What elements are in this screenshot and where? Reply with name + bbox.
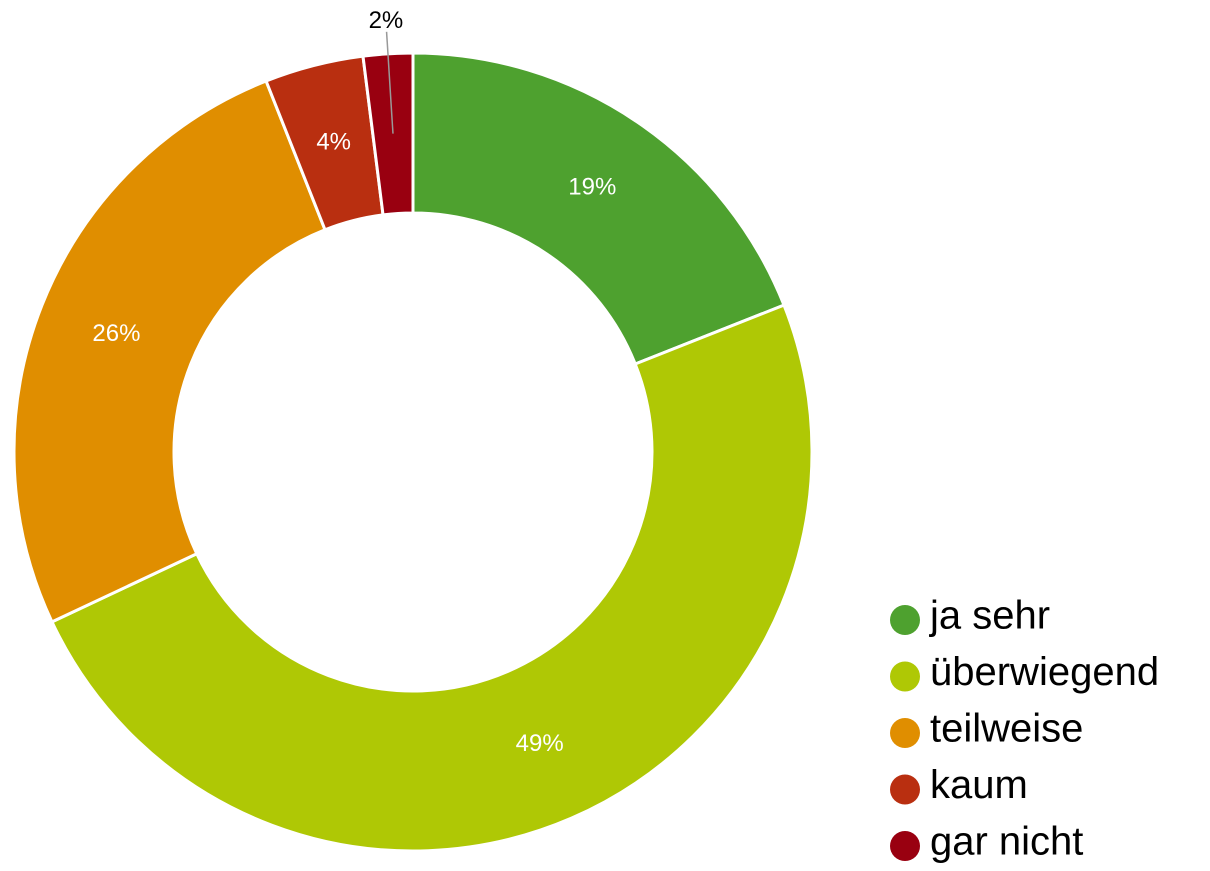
legend-text: ja sehr bbox=[929, 594, 1050, 638]
donut-slice bbox=[361, 51, 415, 217]
legend-marker bbox=[890, 831, 920, 861]
legend-marker bbox=[890, 661, 920, 692]
slice-label: 49% bbox=[516, 730, 564, 757]
donut-slice bbox=[12, 79, 327, 624]
legend-text: teilweise bbox=[930, 707, 1083, 751]
donut-slice bbox=[411, 51, 786, 366]
legend-marker bbox=[890, 718, 920, 748]
donut-slice bbox=[49, 303, 814, 853]
legend-text: überwiegend bbox=[930, 650, 1159, 694]
slice-label: 4% bbox=[316, 128, 351, 155]
legend-text: kaum bbox=[930, 763, 1028, 807]
legend-marker bbox=[890, 605, 920, 635]
leader-line bbox=[385, 31, 394, 134]
slice-label: 2% bbox=[369, 7, 404, 34]
legend-marker bbox=[890, 774, 920, 805]
slice-label: 26% bbox=[92, 320, 140, 347]
slice-label: 19% bbox=[568, 174, 616, 201]
legend-text: gar nicht bbox=[930, 820, 1083, 864]
